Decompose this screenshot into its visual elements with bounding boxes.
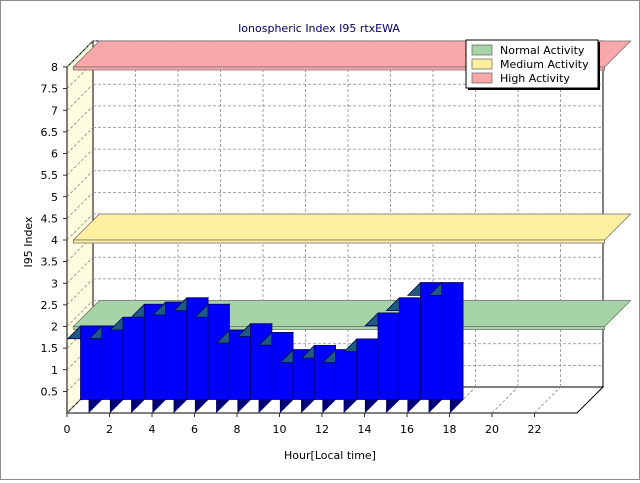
bar-hour-16	[406, 281, 443, 414]
x-tick-label: 20	[485, 423, 499, 436]
y-tick-label: 2.5	[41, 299, 59, 312]
legend-swatch	[471, 44, 493, 56]
bar-hour-5	[173, 296, 209, 414]
y-tick-label: 2	[51, 321, 58, 334]
bar-front	[356, 338, 379, 400]
legend-entry: High Activity	[500, 72, 570, 85]
bar-front	[122, 316, 145, 400]
y-tick-label: 8	[51, 61, 58, 74]
grid-line-wall	[66, 192, 94, 219]
bar-front	[271, 332, 294, 400]
grid-line-floor	[534, 386, 561, 414]
bar-hour-12	[321, 348, 358, 414]
y-tick-label: 0.5	[41, 385, 59, 398]
y-tick-label: 3.5	[41, 256, 59, 269]
bar-hour-15	[385, 296, 422, 414]
x-tick-label: 18	[443, 423, 457, 436]
bar-front	[335, 349, 358, 400]
y-tick-label: 7	[51, 104, 58, 117]
x-axis-label: Hour[Local time]	[284, 449, 376, 462]
y-tick-label: 1	[51, 364, 58, 377]
x-tick-label: 14	[358, 423, 372, 436]
y-tick-label: 6.5	[41, 126, 59, 139]
y-tick-label: 1.5	[41, 342, 59, 355]
y-tick-label: 7.5	[41, 83, 59, 96]
y-tick-label: 4	[51, 234, 58, 247]
bar-front	[420, 282, 443, 400]
band-top	[72, 213, 632, 241]
x-tick-label: 12	[315, 423, 329, 436]
grid-line-wall	[66, 256, 94, 284]
chart-title: Ionospheric Index I95 rtxEWA	[238, 22, 400, 35]
bar-front	[143, 303, 166, 400]
grid-line-wall	[66, 40, 94, 68]
legend-entry: Normal Activity	[500, 44, 585, 57]
x-tick-label: 22	[528, 423, 542, 436]
bar-front	[228, 329, 251, 400]
bar-hour-14	[364, 312, 401, 414]
legend-swatch	[471, 58, 493, 70]
grid-line-wall	[66, 127, 94, 154]
grid-line-wall	[66, 170, 94, 198]
y-axis-label: I95 Index	[22, 216, 35, 268]
grid-line-wall	[66, 148, 94, 176]
grid-line-wall	[66, 213, 94, 241]
y-tick-label: 6	[51, 148, 58, 161]
y-tick-label: 5	[51, 191, 58, 204]
bar-front	[441, 282, 464, 400]
grid-line-floor	[491, 386, 519, 414]
bar-front	[398, 297, 421, 400]
bar-front	[207, 303, 230, 400]
x-tick-label: 16	[400, 423, 414, 436]
legend-entry: Medium Activity	[500, 58, 589, 71]
x-tick-label: 0	[64, 423, 71, 436]
x-tick-label: 6	[191, 423, 198, 436]
grid-line-wall	[66, 105, 94, 133]
x-axis-ticks: 0 2 4 6 8 10 12 14 16 18 20 22	[64, 413, 542, 436]
bar-hour-6	[194, 303, 231, 414]
bar-hour-10	[279, 348, 316, 414]
grid-line-wall	[66, 278, 94, 306]
y-tick-label: 3	[51, 277, 58, 290]
grid-line-wall	[66, 83, 94, 111]
band-front	[73, 239, 605, 244]
y-axis-ticks: 0.5 1 1.5 2 2.5 3 3.5 4 4.5 5 5.5 6 6.5 7 7.5 8	[41, 61, 67, 398]
grid-line-wall	[66, 300, 94, 327]
x-tick-label: 10	[273, 423, 287, 436]
bar-hour-13	[343, 337, 379, 414]
x-tick-label: 8	[234, 423, 241, 436]
y-tick-label: 5.5	[41, 169, 59, 182]
bar-hour-1	[88, 325, 124, 414]
bar-hour-4	[151, 301, 188, 414]
y-tick-label: 4.5	[41, 212, 59, 225]
bar-front	[377, 312, 400, 400]
bar-hour-3	[130, 303, 167, 414]
x-tick-label: 2	[106, 423, 113, 436]
bar-series	[66, 281, 464, 414]
x-tick-label: 4	[149, 423, 156, 436]
bar-front	[101, 325, 124, 400]
bar-hour-7	[215, 329, 252, 414]
legend-swatch	[471, 72, 493, 84]
bar-hour-17	[428, 281, 464, 414]
bar-front	[165, 301, 188, 400]
